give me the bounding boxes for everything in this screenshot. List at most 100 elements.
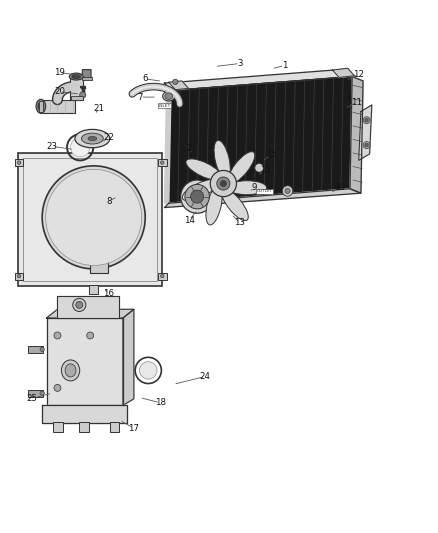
Circle shape bbox=[285, 188, 290, 193]
Polygon shape bbox=[46, 309, 134, 318]
Circle shape bbox=[173, 79, 178, 84]
Text: 9: 9 bbox=[251, 182, 257, 191]
FancyBboxPatch shape bbox=[79, 422, 89, 432]
FancyBboxPatch shape bbox=[82, 77, 92, 79]
FancyBboxPatch shape bbox=[18, 153, 162, 286]
FancyBboxPatch shape bbox=[82, 70, 91, 78]
FancyBboxPatch shape bbox=[14, 272, 23, 280]
Circle shape bbox=[140, 362, 157, 379]
Text: 19: 19 bbox=[54, 68, 65, 77]
Polygon shape bbox=[164, 91, 171, 203]
Polygon shape bbox=[46, 318, 123, 405]
Circle shape bbox=[17, 161, 21, 164]
Text: 15: 15 bbox=[266, 150, 277, 159]
Text: 6: 6 bbox=[142, 74, 148, 83]
Ellipse shape bbox=[61, 360, 80, 381]
Ellipse shape bbox=[75, 130, 110, 148]
Circle shape bbox=[365, 143, 368, 147]
Ellipse shape bbox=[206, 187, 222, 225]
Ellipse shape bbox=[228, 152, 255, 184]
Ellipse shape bbox=[69, 73, 83, 80]
Text: 13: 13 bbox=[234, 219, 245, 228]
Circle shape bbox=[220, 181, 226, 187]
FancyBboxPatch shape bbox=[158, 159, 166, 166]
Ellipse shape bbox=[38, 102, 44, 111]
Polygon shape bbox=[123, 309, 134, 405]
Text: 18: 18 bbox=[155, 398, 166, 407]
Circle shape bbox=[40, 348, 44, 352]
Polygon shape bbox=[164, 69, 352, 91]
Ellipse shape bbox=[214, 140, 230, 179]
Circle shape bbox=[87, 332, 94, 339]
Circle shape bbox=[40, 391, 44, 395]
Circle shape bbox=[255, 164, 264, 172]
Circle shape bbox=[42, 166, 145, 269]
Circle shape bbox=[160, 161, 164, 164]
Circle shape bbox=[76, 302, 83, 309]
FancyBboxPatch shape bbox=[89, 285, 98, 294]
Ellipse shape bbox=[165, 93, 173, 100]
Text: 10: 10 bbox=[334, 183, 345, 192]
Text: 2: 2 bbox=[187, 144, 192, 153]
FancyBboxPatch shape bbox=[110, 422, 120, 432]
Text: 17: 17 bbox=[128, 424, 139, 433]
FancyBboxPatch shape bbox=[40, 100, 75, 113]
Ellipse shape bbox=[36, 99, 46, 113]
FancyBboxPatch shape bbox=[90, 259, 108, 273]
FancyBboxPatch shape bbox=[28, 390, 43, 397]
Circle shape bbox=[73, 298, 86, 311]
Text: 3: 3 bbox=[237, 59, 243, 68]
Circle shape bbox=[365, 118, 368, 122]
FancyBboxPatch shape bbox=[28, 346, 43, 353]
Circle shape bbox=[363, 142, 370, 149]
Circle shape bbox=[160, 274, 164, 278]
Text: 14: 14 bbox=[184, 216, 195, 225]
Polygon shape bbox=[42, 405, 127, 423]
Polygon shape bbox=[169, 81, 188, 90]
FancyBboxPatch shape bbox=[23, 158, 157, 281]
Polygon shape bbox=[350, 77, 363, 193]
Text: 16: 16 bbox=[103, 289, 114, 298]
Ellipse shape bbox=[65, 364, 76, 377]
Text: 7: 7 bbox=[138, 93, 143, 102]
Circle shape bbox=[180, 180, 214, 213]
Ellipse shape bbox=[88, 136, 97, 141]
Circle shape bbox=[363, 117, 370, 124]
Ellipse shape bbox=[81, 133, 103, 144]
Text: 11: 11 bbox=[260, 166, 271, 175]
Text: 20: 20 bbox=[54, 87, 65, 96]
FancyBboxPatch shape bbox=[53, 422, 63, 432]
Circle shape bbox=[46, 169, 142, 265]
Text: 11: 11 bbox=[351, 98, 362, 107]
Circle shape bbox=[217, 177, 230, 190]
Polygon shape bbox=[57, 296, 119, 318]
Circle shape bbox=[17, 274, 21, 278]
Ellipse shape bbox=[72, 75, 81, 79]
Ellipse shape bbox=[186, 159, 222, 180]
Circle shape bbox=[54, 332, 61, 339]
Circle shape bbox=[71, 138, 90, 157]
Ellipse shape bbox=[162, 92, 175, 101]
Circle shape bbox=[54, 384, 61, 391]
Text: OUTLET: OUTLET bbox=[257, 189, 273, 193]
Circle shape bbox=[283, 185, 293, 196]
Circle shape bbox=[191, 190, 204, 203]
Text: 12: 12 bbox=[353, 70, 364, 79]
Text: 25: 25 bbox=[27, 394, 38, 403]
Text: INLET: INLET bbox=[158, 104, 170, 108]
Polygon shape bbox=[169, 77, 352, 203]
Text: 8: 8 bbox=[106, 197, 112, 206]
Circle shape bbox=[80, 92, 86, 98]
Ellipse shape bbox=[227, 181, 267, 195]
Ellipse shape bbox=[222, 189, 248, 221]
Text: 21: 21 bbox=[93, 104, 104, 113]
Text: 23: 23 bbox=[47, 142, 58, 151]
Ellipse shape bbox=[182, 180, 218, 200]
FancyBboxPatch shape bbox=[158, 272, 166, 280]
Circle shape bbox=[210, 171, 237, 197]
Polygon shape bbox=[332, 68, 354, 77]
Polygon shape bbox=[359, 105, 372, 160]
Polygon shape bbox=[164, 189, 361, 207]
FancyBboxPatch shape bbox=[14, 159, 23, 166]
FancyBboxPatch shape bbox=[70, 77, 83, 100]
